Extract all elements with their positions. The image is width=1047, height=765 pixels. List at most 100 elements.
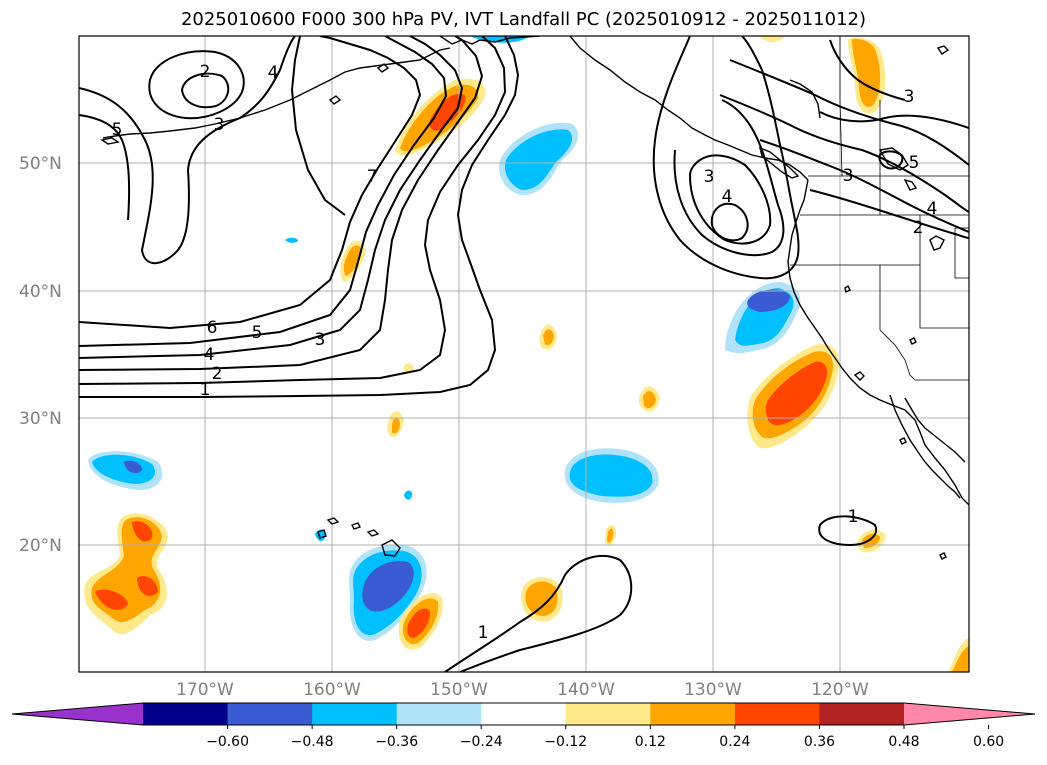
ivt-shading [84, 36, 969, 672]
contour-label: 4 [268, 63, 279, 83]
lon-label: 160°W [303, 680, 361, 700]
contour-label: 3 [315, 330, 326, 350]
positive-anomaly-area [643, 391, 656, 408]
positive-anomaly-area [403, 363, 414, 373]
colorbar-min-extension [12, 703, 143, 725]
west-coast-coastline [787, 179, 969, 506]
colorbar-segment [481, 703, 567, 725]
lat-label: 40°N [19, 282, 62, 302]
contour-label: 3 [843, 166, 854, 186]
pv-contour-2 [79, 36, 507, 385]
contour-label: 5 [252, 323, 263, 343]
colorbar-segment [650, 703, 736, 725]
colorbar-segment [819, 703, 905, 725]
pv-contour-2-closed [180, 72, 230, 109]
negative-anomaly-area [285, 237, 298, 243]
colorbar-tick-label: −0.36 [375, 734, 418, 750]
positive-anomaly-area [852, 39, 881, 107]
latitude-labels: 50°N 40°N 30°N 20°N [19, 154, 62, 556]
pv-contour-5 [79, 36, 448, 347]
colorbar-tick-label: −0.12 [544, 734, 587, 750]
colorbar-tick-label: −0.48 [291, 734, 334, 750]
pv-contour-1-east [809, 189, 969, 239]
contour-label: 2 [913, 218, 924, 238]
pv-contour-2-ne [673, 99, 785, 257]
negative-anomaly-area [564, 448, 659, 503]
colorbar-tick-label: 0.12 [635, 734, 666, 750]
pv-contour-3-east [719, 94, 969, 213]
contour-label: 6 [207, 318, 218, 338]
pv-contour-2-east [759, 139, 969, 233]
positive-anomaly-area [760, 36, 785, 42]
positive-anomaly-area [407, 608, 430, 638]
contour-label: 5 [112, 120, 123, 140]
map-frame [78, 35, 970, 673]
colorbar-tick-label: 0.36 [804, 734, 835, 750]
map-title: 2025010600 F000 300 hPa PV, IVT Landfall… [180, 9, 867, 30]
pv-contour-6 [79, 36, 422, 330]
negative-anomaly-area [404, 490, 413, 500]
pv-contour-7 [290, 36, 346, 216]
pv-contour-1-ne [652, 36, 800, 280]
pv-contour-1-small [818, 515, 878, 547]
colorbar-segment [143, 703, 229, 725]
positive-anomaly-area [952, 646, 969, 672]
positive-anomaly-area [392, 417, 400, 434]
negative-anomaly-area [349, 544, 427, 641]
positive-anomaly-area [747, 344, 840, 449]
pv-contour-1-south [444, 555, 633, 672]
contour-label: 2 [200, 62, 211, 82]
lon-label: 170°W [176, 680, 234, 700]
positive-anomaly-area [84, 513, 168, 635]
contour-labels: 1 2 3 4 5 6 2 3 4 5 1 7 1 3 3 4 4 5 3 2 [112, 62, 938, 643]
longitude-labels: 170°W 160°W 150°W 140°W 130°W 120°W [176, 680, 869, 700]
pv-contour-4-loop [79, 36, 296, 265]
colorbar: −0.60 −0.48 −0.36 −0.24 −0.12 0.12 0.24 0.36 0.4… [11, 702, 1036, 750]
colorbar-tick-label: −0.24 [460, 734, 503, 750]
pv-contour-1 [79, 36, 520, 398]
pv-contour-4 [79, 36, 464, 359]
lon-label: 120°W [811, 680, 869, 700]
colorbar-tick-label: 0.60 [973, 734, 1004, 750]
alaska-coastline [102, 47, 451, 139]
colorbar-tick-label: −0.60 [206, 734, 249, 750]
pv-contour-5-east [819, 111, 969, 129]
map-content: 1 2 3 4 5 6 2 3 4 5 1 7 1 3 3 4 4 5 3 2 [79, 36, 969, 672]
lon-label: 150°W [430, 680, 488, 700]
negative-anomaly-area [725, 282, 801, 354]
pv-contour-3-north [829, 39, 906, 101]
contour-label: 4 [927, 199, 938, 219]
colorbar-outline [11, 702, 1036, 726]
contour-label: 5 [909, 153, 920, 173]
contour-label: 1 [478, 623, 489, 643]
pv-contour-3-closed [148, 50, 245, 120]
contour-label: 7 [367, 167, 378, 187]
colorbar-segment [734, 703, 820, 725]
pv-contour-3 [79, 36, 484, 371]
contour-label: 2 [212, 364, 223, 384]
lon-label: 140°W [557, 680, 615, 700]
contour-label: 3 [214, 115, 225, 135]
positive-anomaly-area [862, 533, 880, 548]
positive-anomaly-area [525, 581, 558, 616]
positive-anomaly-area [607, 528, 614, 543]
colorbar-tick-label: 0.24 [719, 734, 750, 750]
pv-contour-4-ne [710, 202, 749, 242]
pv-contours [79, 36, 969, 672]
positive-anomaly-area [343, 245, 362, 276]
contour-label: 3 [704, 167, 715, 187]
colorbar-max-extension [904, 703, 1035, 725]
contour-label: 3 [904, 87, 915, 107]
negative-anomaly-area [499, 122, 579, 195]
contour-label: 1 [848, 507, 859, 527]
colorbar-segment [565, 703, 651, 725]
us-mexico-border [879, 329, 969, 381]
pv-contour-5-closed [878, 150, 904, 170]
colorbar-segment [227, 703, 313, 725]
colorbar-segment [396, 703, 482, 725]
colorbar-tick-label: 0.48 [888, 734, 919, 750]
contour-label: 4 [204, 345, 215, 365]
lon-label: 130°W [684, 680, 742, 700]
lat-label: 30°N [19, 409, 62, 429]
